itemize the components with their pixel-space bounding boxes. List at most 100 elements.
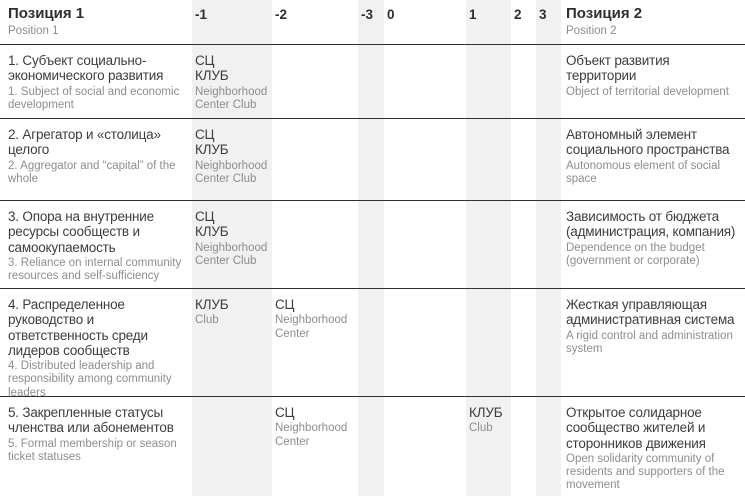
- scale-header-minus-3: -3: [358, 0, 384, 44]
- scale-label: -3: [361, 7, 374, 22]
- scale-header-plus-1: 1: [466, 0, 511, 44]
- pos2-en: Autonomous element of social space: [566, 159, 721, 185]
- marker-ru: КЛУБ: [195, 297, 229, 312]
- empty-cell: [466, 289, 511, 396]
- empty-cell: [466, 45, 511, 118]
- marker-ru: СЦ: [275, 405, 295, 420]
- marker-ru: СЦ: [275, 297, 295, 312]
- marker-en: Neighborhood Center Club: [195, 241, 268, 267]
- empty-cell: [536, 397, 561, 496]
- criterion-en: 2. Aggregator and “capital” of the whole: [8, 159, 176, 185]
- marker-en: Club: [195, 314, 219, 327]
- empty-cell: [358, 119, 384, 200]
- pos2-ru: Открытое солидарное сообщество жителей и…: [566, 405, 706, 451]
- marker-cell-minus-1: СЦ КЛУБ Neighborhood Center Club: [192, 201, 272, 288]
- scale-label: 3: [539, 7, 547, 22]
- marker-ru: СЦ КЛУБ: [195, 127, 229, 158]
- scale-header-minus-1: -1: [192, 0, 272, 44]
- pos2-ru: Автономный элемент социального пространс…: [566, 127, 730, 158]
- empty-cell: [358, 397, 384, 496]
- pos1-title: Позиция 1: [8, 5, 85, 22]
- marker-ru: СЦ КЛУБ: [195, 209, 229, 240]
- marker-en: Neighborhood Center: [275, 314, 348, 340]
- table-row: 3. Опора на внутренние ресурсы сообществ…: [0, 201, 745, 289]
- scale-label: 0: [387, 7, 395, 22]
- empty-cell: [511, 289, 536, 396]
- table-row: 1. Субъект социально-экономического разв…: [0, 45, 745, 119]
- empty-cell: [358, 201, 384, 288]
- header-row: Позиция 1 Position 1 -1 -2 -3 0 1 2 3 По…: [0, 0, 745, 45]
- empty-cell: [272, 45, 358, 118]
- scale-label: -2: [275, 7, 288, 22]
- marker-ru: СЦ КЛУБ: [195, 53, 229, 84]
- marker-cell-minus-1: СЦ КЛУБ Neighborhood Center Club: [192, 45, 272, 118]
- empty-cell: [384, 397, 466, 496]
- criterion-cell: 3. Опора на внутренние ресурсы сообществ…: [0, 201, 192, 288]
- marker-cell-plus-1: КЛУБ Club: [466, 397, 511, 496]
- criterion-ru: 3. Опора на внутренние ресурсы сообществ…: [8, 209, 154, 255]
- empty-cell: [511, 397, 536, 496]
- marker-cell-minus-1: СЦ КЛУБ Neighborhood Center Club: [192, 119, 272, 200]
- pos2-en: Object of territorial development: [566, 85, 729, 98]
- scale-header-minus-2: -2: [272, 0, 358, 44]
- criterion-en: 1. Subject of social and economic develo…: [8, 85, 180, 111]
- marker-en: Club: [469, 422, 493, 435]
- table-row: 5. Закрепленные статусы членства или або…: [0, 397, 745, 496]
- empty-cell: [384, 119, 466, 200]
- empty-cell: [192, 397, 272, 496]
- pos2-ru: Зависимость от бюджета (администрация, к…: [566, 209, 736, 240]
- empty-cell: [466, 201, 511, 288]
- empty-cell: [536, 201, 561, 288]
- pos2-title: Позиция 2: [566, 5, 643, 22]
- empty-cell: [511, 201, 536, 288]
- pos2-en: A rigid control and administration syste…: [566, 329, 733, 355]
- empty-cell: [384, 201, 466, 288]
- scale-label: 1: [469, 7, 477, 22]
- criterion-ru: 4. Распределенное руководство и ответств…: [8, 297, 148, 358]
- scale-header-zero: 0: [384, 0, 466, 44]
- criterion-cell: 1. Субъект социально-экономического разв…: [0, 45, 192, 118]
- col-header-pos1: Позиция 1 Position 1: [0, 0, 192, 44]
- scale-header-plus-2: 2: [511, 0, 536, 44]
- pos2-en: Dependence on the budget (government or …: [566, 241, 705, 267]
- criterion-cell: 2. Агрегатор и «столица» целого 2. Aggre…: [0, 119, 192, 200]
- empty-cell: [511, 119, 536, 200]
- criterion-en: 3. Reliance on internal community resour…: [8, 256, 182, 283]
- marker-en: Neighborhood Center Club: [195, 85, 268, 111]
- empty-cell: [358, 289, 384, 396]
- empty-cell: [358, 45, 384, 118]
- criterion-cell: 5. Закрепленные статусы членства или або…: [0, 397, 192, 496]
- criterion-ru: 2. Агрегатор и «столица» целого: [8, 127, 161, 158]
- empty-cell: [466, 119, 511, 200]
- empty-cell: [272, 201, 358, 288]
- marker-cell-minus-2: СЦ Neighborhood Center: [272, 289, 358, 396]
- empty-cell: [384, 289, 466, 396]
- empty-cell: [536, 45, 561, 118]
- criterion-en: 5. Formal membership or season ticket st…: [8, 437, 177, 463]
- table-row: 4. Распределенное руководство и ответств…: [0, 289, 745, 397]
- marker-ru: КЛУБ: [469, 405, 503, 420]
- criterion-ru: 5. Закрепленные статусы членства или або…: [8, 405, 174, 436]
- pos2-ru: Жесткая управляющая административная сис…: [566, 297, 735, 328]
- pos2-ru: Объект развития территории: [566, 53, 670, 84]
- scale-label: -1: [195, 7, 208, 22]
- marker-en: Neighborhood Center Club: [195, 159, 268, 185]
- criterion-en: 4. Distributed leadership and responsibi…: [8, 360, 172, 396]
- marker-cell-minus-2: СЦ Neighborhood Center: [272, 397, 358, 496]
- pos2-cell: Открытое солидарное сообщество жителей и…: [561, 397, 745, 496]
- empty-cell: [536, 119, 561, 200]
- empty-cell: [384, 45, 466, 118]
- col-header-pos2: Позиция 2 Position 2: [561, 0, 745, 44]
- pos1-subtitle: Position 1: [8, 24, 59, 37]
- criterion-ru: 1. Субъект социально-экономического разв…: [8, 53, 164, 84]
- empty-cell: [272, 119, 358, 200]
- scale-header-plus-3: 3: [536, 0, 561, 44]
- criterion-cell: 4. Распределенное руководство и ответств…: [0, 289, 192, 396]
- pos2-cell: Зависимость от бюджета (администрация, к…: [561, 201, 745, 288]
- pos2-subtitle: Position 2: [566, 24, 617, 37]
- table-row: 2. Агрегатор и «столица» целого 2. Aggre…: [0, 119, 745, 201]
- scale-label: 2: [514, 7, 522, 22]
- marker-en: Neighborhood Center: [275, 422, 348, 448]
- pos2-cell: Автономный элемент социального пространс…: [561, 119, 745, 200]
